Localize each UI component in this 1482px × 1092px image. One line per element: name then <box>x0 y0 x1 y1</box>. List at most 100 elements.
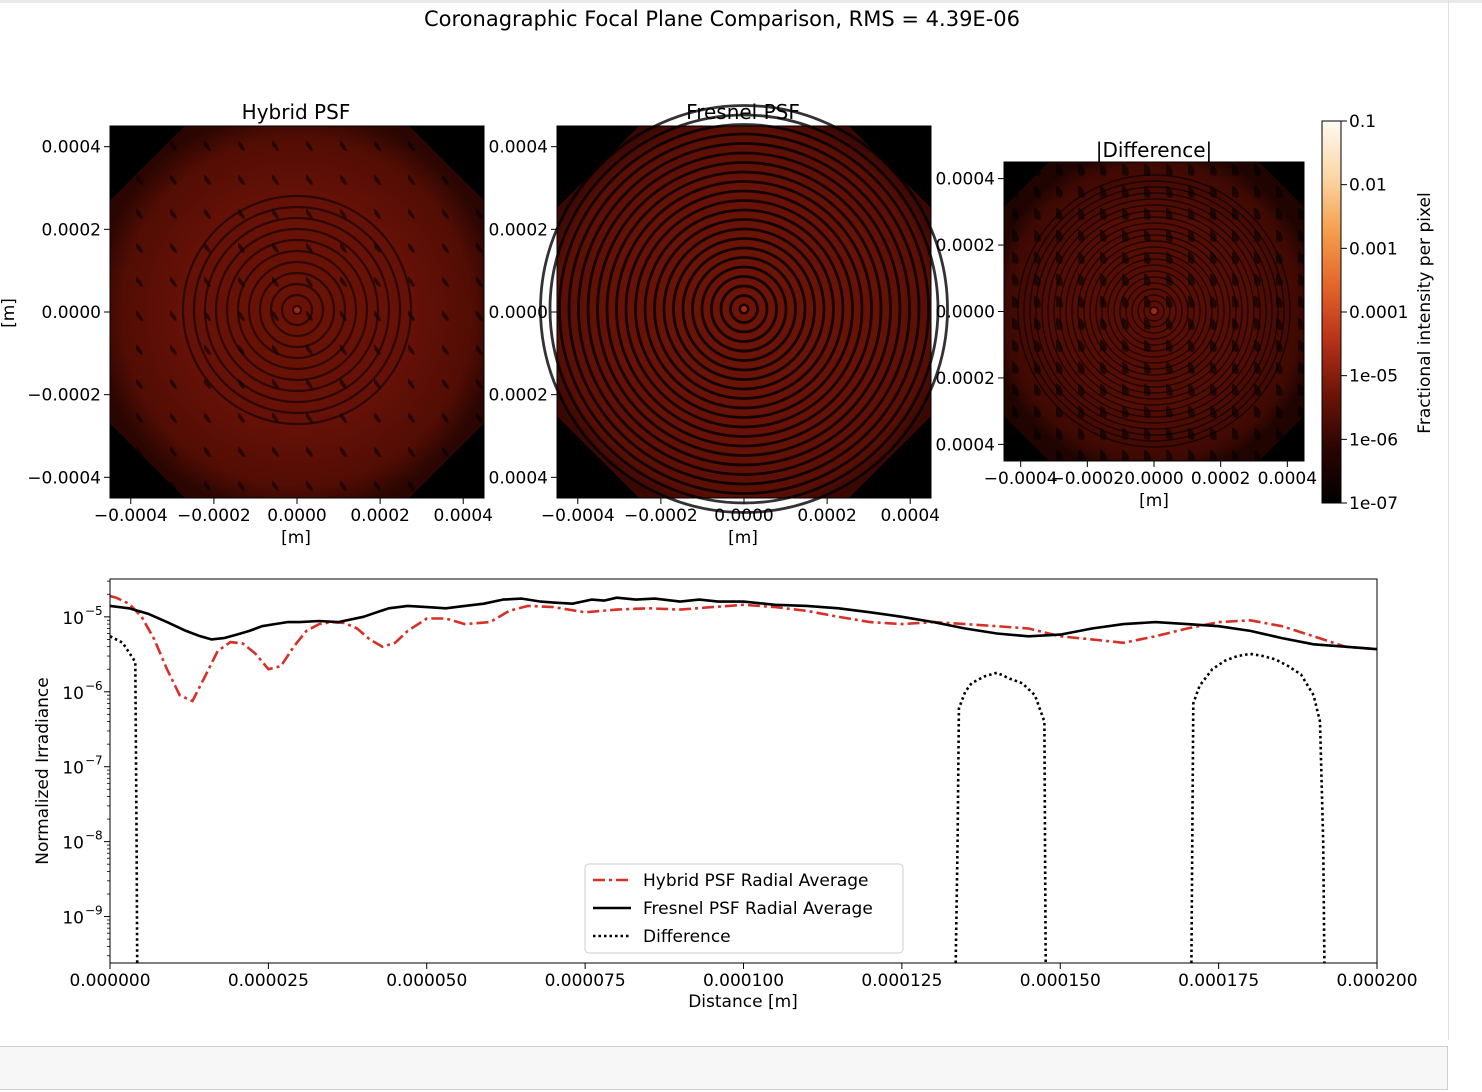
line-plot-ytick-exponent: −9 <box>85 904 103 918</box>
line-plot-ytick-label: 10 <box>62 684 84 704</box>
legend-label: Hybrid PSF Radial Average <box>643 871 869 891</box>
line-plot-xtick-label: 0.000075 <box>545 971 626 991</box>
legend-label: Difference <box>643 927 731 947</box>
fresnel-psf-ring <box>681 246 807 372</box>
fresnel-psf-ring <box>700 265 788 353</box>
hybrid-psf-ring <box>236 249 358 371</box>
difference-ring <box>1101 258 1207 364</box>
difference-ring <box>1119 276 1189 346</box>
colorbar-tick-label: 1e-06 <box>1349 430 1398 450</box>
fresnel-ytick-label: 0.0000 <box>489 303 548 323</box>
legend-frame <box>584 863 904 954</box>
hybrid-ytick-label: 0.0002 <box>42 220 101 240</box>
radial-average-plot: 0.000000 0.000025 0.000050 0.000075 0.000100… <box>33 578 1418 1012</box>
line-plot-ytick-exponent: −5 <box>85 604 103 618</box>
diff-ytick-label: 0.0002 <box>936 369 995 389</box>
fresnel-psf-ring <box>729 294 759 324</box>
hybrid-psf-panel: Hybrid PSF −0.0004 −0.0002 0.0000 0.0002 0.0… <box>0 100 493 548</box>
difference-ring <box>1149 306 1159 316</box>
colorbar-label: Fractional intensity per pixel <box>1415 192 1435 433</box>
hybrid-xtick-label: 0.0004 <box>433 506 492 526</box>
fresnel-psf-ring <box>653 218 835 400</box>
fresnel-xtick-label: 0.0004 <box>880 506 939 526</box>
fresnel-xtick-label: −0.0004 <box>541 506 615 526</box>
difference-ring <box>1047 204 1261 418</box>
line-plot-xtick-label: 0.000125 <box>861 971 942 991</box>
colorbar-tick-label: 0.001 <box>1349 239 1398 259</box>
hybrid-ytick-label: 0.0004 <box>42 138 101 158</box>
hybrid-ytick-label: −0.0004 <box>27 468 101 488</box>
difference-ring <box>1095 252 1213 370</box>
hybrid-xtick-label: 0.0002 <box>350 506 409 526</box>
difference-ring <box>1023 180 1285 442</box>
line-plot-xtick-label: 0.000200 <box>1336 971 1417 991</box>
difference-ring <box>1143 300 1165 322</box>
difference-ring <box>1107 264 1201 358</box>
line-plot-xtick-label: 0.000175 <box>1178 971 1259 991</box>
fresnel-psf-ring <box>577 142 911 476</box>
notebook-top-bar <box>0 0 1482 3</box>
hybrid-psf-ring <box>192 205 402 415</box>
difference-ring <box>1089 246 1219 376</box>
line-plot-ytick-exponent: −8 <box>85 829 103 843</box>
legend: Hybrid PSF Radial Average Fresnel PSF Rad… <box>584 863 904 954</box>
colorbar: 0.1 0.01 0.001 0.0001 1e-05 1e-06 1e-07 Fracti… <box>1321 112 1435 514</box>
fresnel-radial-average-line <box>110 596 1377 651</box>
hybrid-psf-ring <box>291 304 303 316</box>
line-plot-ylabel: Normalized Irradiance <box>33 677 53 864</box>
difference-ring <box>1077 234 1231 388</box>
colorbar-gradient <box>1321 120 1342 504</box>
difference-ring <box>1053 210 1255 412</box>
fresnel-xtick-label: −0.0002 <box>624 506 698 526</box>
difference-ring <box>1041 198 1267 424</box>
hybrid-radial-average-line <box>110 594 1377 703</box>
hybrid-psf-ring <box>280 293 314 327</box>
line-plot-xtick-label: 0.000000 <box>69 971 150 991</box>
fresnel-psf-ring <box>615 180 873 438</box>
line-plot-ytick-label: 10 <box>62 909 84 929</box>
difference-title: |Difference| <box>1096 138 1213 162</box>
fresnel-psf-ring <box>672 237 816 381</box>
fresnel-psf-image <box>539 104 949 514</box>
colorbar-tick-label: 1e-05 <box>1349 367 1398 387</box>
fresnel-psf-ring <box>710 275 778 343</box>
fresnel-psf-ring <box>567 132 921 486</box>
hybrid-psf-ring <box>247 260 347 360</box>
fresnel-ytick-label: 0.0004 <box>489 468 548 488</box>
difference-ring <box>1071 228 1237 394</box>
difference-image <box>1004 162 1304 461</box>
fresnel-psf-ring <box>539 104 949 514</box>
fresnel-psf-ring <box>586 151 902 467</box>
difference-ring <box>1029 186 1279 436</box>
fresnel-psf-ring <box>662 227 826 391</box>
hybrid-psf-image <box>110 126 484 498</box>
colorbar-tick-label: 0.01 <box>1349 176 1387 196</box>
notebook-scroll-edge <box>1448 0 1449 1040</box>
fresnel-psf-panel: Fresnel PSF −0.0004 −0.0002 0.0000 0.0002 0.… <box>489 100 949 548</box>
hybrid-psf-xlabel: [m] <box>281 528 311 548</box>
line-plot-xtick-label: 0.000150 <box>1020 971 1101 991</box>
fresnel-psf-xlabel: [m] <box>728 528 758 548</box>
colorbar-tick-label: 0.0001 <box>1349 303 1408 323</box>
difference-ring <box>1065 222 1243 400</box>
notebook-next-cell[interactable] <box>0 1046 1448 1090</box>
hybrid-ytick-label: −0.0002 <box>27 386 101 406</box>
fresnel-psf-ring <box>738 303 750 315</box>
fresnel-ytick-label: 0.0002 <box>489 220 548 240</box>
hybrid-psf-ring <box>181 194 413 426</box>
diff-ytick-label: 0.0000 <box>936 303 995 323</box>
difference-line <box>110 635 1326 963</box>
fresnel-xtick-label: 0.0002 <box>797 506 856 526</box>
difference-ring <box>1125 282 1183 340</box>
hybrid-xtick-label: −0.0004 <box>94 506 168 526</box>
fresnel-ytick-label: 0.0004 <box>489 138 548 158</box>
fresnel-psf-ring <box>605 170 883 448</box>
hybrid-xtick-label: 0.0000 <box>267 506 326 526</box>
diff-xtick-label: 0.0000 <box>1124 469 1183 489</box>
fresnel-xtick-label: 0.0000 <box>714 506 773 526</box>
difference-panel: |Difference| −0.0004−0.0002 0.0000 0.0002 0… <box>936 138 1318 511</box>
hybrid-psf-ring <box>214 227 380 393</box>
difference-ring <box>1083 240 1225 382</box>
difference-ring <box>1113 270 1195 352</box>
